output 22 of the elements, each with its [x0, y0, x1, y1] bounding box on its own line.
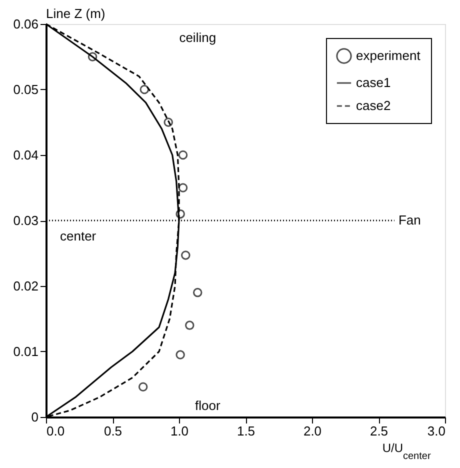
y-tick-label: 0.06 [13, 16, 38, 32]
annotation: Fan [398, 212, 421, 228]
x-tick-label: 3.0 [427, 424, 446, 438]
y-tick-label: 0.04 [13, 148, 38, 162]
x-tick-label: 2.0 [303, 424, 322, 438]
y-axis-title: Line Z (m) [46, 6, 106, 21]
x-tick-label: 1.5 [236, 424, 256, 438]
x-tick-label: 1.0 [170, 424, 189, 438]
annotation: floor [194, 398, 221, 413]
ref-line-label: center [60, 228, 97, 244]
y-tick-label: 0.01 [13, 344, 38, 359]
legend-label: experiment [356, 48, 421, 63]
x-tick-label: 0.0 [46, 424, 65, 438]
y-tick-label: 0.03 [13, 213, 38, 228]
x-tick-label: 0.5 [104, 424, 122, 438]
y-tick-label: 0 [31, 410, 38, 424]
y-tick-label: 0.02 [13, 278, 38, 294]
legend-label: case2 [356, 98, 391, 113]
legend-label: case1 [356, 75, 391, 90]
x-tick-label: 2.5 [370, 424, 388, 438]
y-tick-label: 0.05 [13, 82, 38, 97]
annotation: ceiling [179, 30, 216, 45]
